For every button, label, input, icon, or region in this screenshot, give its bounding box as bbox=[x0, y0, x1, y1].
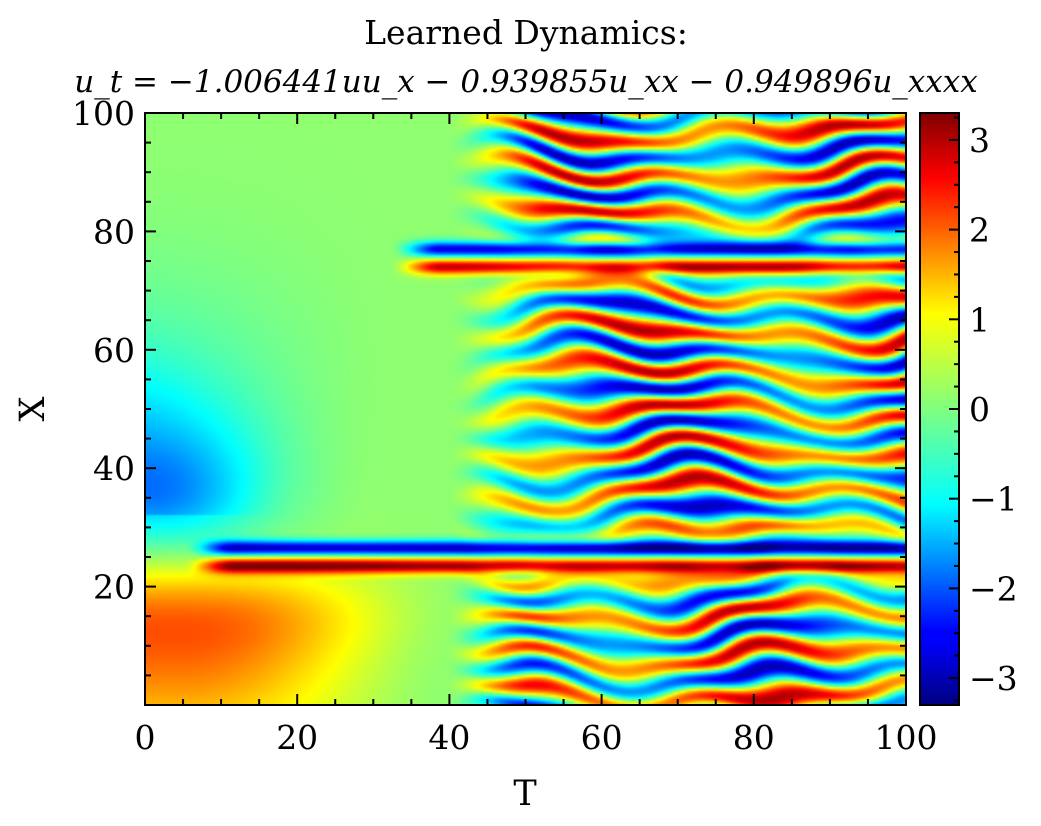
colorbar-tick-label: 0 bbox=[969, 390, 990, 429]
y-axis-ticks: 20 40 60 80 100 bbox=[72, 94, 906, 677]
y-tick-label: 100 bbox=[72, 94, 135, 133]
y-tick-label: 60 bbox=[93, 331, 135, 370]
x-tick-label: 40 bbox=[428, 718, 470, 757]
x-tick-label: 100 bbox=[875, 718, 938, 757]
chart-title: Learned Dynamics: bbox=[364, 13, 688, 52]
colorbar-tick-label: 3 bbox=[969, 121, 990, 160]
heatmap-area: 0 20 40 60 80 100 20 40 60 80 100 bbox=[72, 94, 938, 757]
x-tick-label: 20 bbox=[276, 718, 318, 757]
y-axis-label: X bbox=[13, 396, 53, 421]
colorbar-tick-label: 2 bbox=[969, 211, 990, 250]
y-tick-label: 20 bbox=[93, 568, 135, 607]
x-axis-label: T bbox=[513, 774, 536, 814]
colorbar: 3 2 1 0 −1 −2 −3 bbox=[919, 112, 1018, 706]
colorbar-tick-label: −1 bbox=[969, 480, 1018, 519]
colorbar-ticks: 3 2 1 0 −1 −2 −3 bbox=[949, 116, 1018, 702]
heatmap-canvas bbox=[145, 113, 906, 705]
x-tick-label: 80 bbox=[733, 718, 775, 757]
y-tick-label: 40 bbox=[93, 449, 135, 488]
chart-subtitle: u_t = −1.006441uu_x − 0.939855u_xx − 0.9… bbox=[74, 64, 978, 100]
x-axis-ticks: 0 20 40 60 80 100 bbox=[135, 113, 938, 757]
x-tick-label: 60 bbox=[581, 718, 623, 757]
colorbar-tick-label: 1 bbox=[969, 300, 990, 339]
y-tick-label: 80 bbox=[93, 212, 135, 251]
colorbar-tick-label: −2 bbox=[969, 569, 1018, 608]
colorbar-tick-label: −3 bbox=[969, 659, 1018, 698]
x-tick-label: 0 bbox=[135, 718, 156, 757]
